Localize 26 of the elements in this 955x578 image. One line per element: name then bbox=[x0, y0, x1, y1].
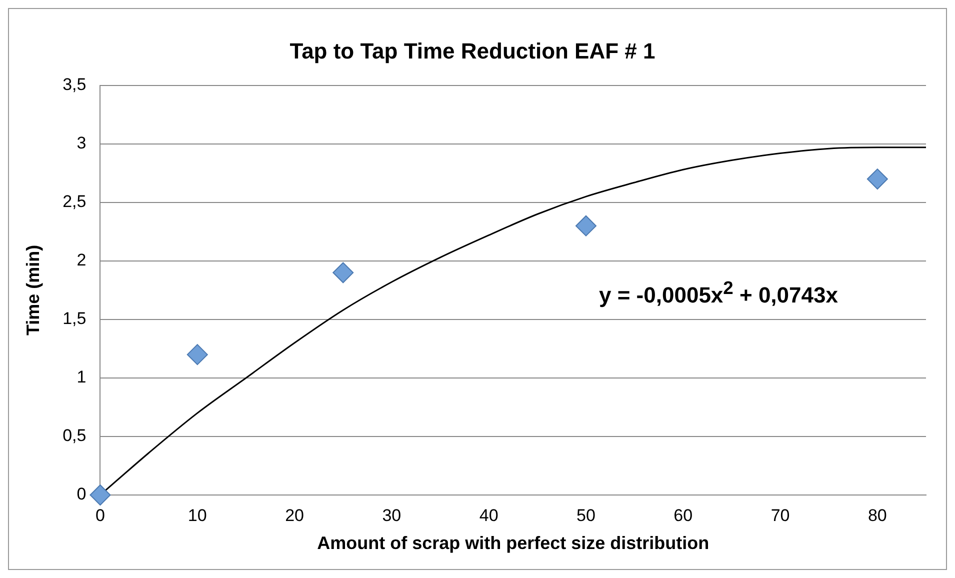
x-tick-label: 50 bbox=[576, 506, 596, 525]
y-tick-label: 0 bbox=[76, 484, 86, 504]
point bbox=[90, 484, 111, 506]
x-tick-label: 80 bbox=[868, 506, 887, 525]
y-tick-label: 1,5 bbox=[62, 309, 86, 328]
y-tick-label: 1 bbox=[76, 368, 86, 387]
y-axis-title: Time (min) bbox=[22, 244, 43, 336]
y-tick-label: 2,5 bbox=[62, 192, 86, 212]
y-tick-label: 3 bbox=[76, 134, 86, 153]
point bbox=[575, 215, 596, 236]
y-tick-label: 2 bbox=[76, 250, 86, 270]
x-tick-label: 30 bbox=[382, 506, 402, 525]
y-tick-label: 0,5 bbox=[62, 426, 86, 446]
x-tick-label: 40 bbox=[479, 506, 498, 525]
point bbox=[332, 262, 354, 284]
x-tick-label: 10 bbox=[188, 506, 207, 525]
x-axis-title: Amount of scrap with perfect size distribution bbox=[317, 533, 710, 554]
chart-title: Tap to Tap Time Reduction EAF # 1 bbox=[290, 38, 656, 64]
x-tick-label: 70 bbox=[770, 506, 790, 525]
annotation: y = -0,0005x$^{2}$ + 0,0743x bbox=[599, 277, 838, 308]
point bbox=[866, 168, 888, 190]
x-tick-label: 20 bbox=[285, 506, 304, 525]
point bbox=[186, 344, 208, 366]
y-tick-label: 3,5 bbox=[62, 75, 86, 94]
x-tick-label: 0 bbox=[96, 506, 105, 525]
x-tick-label: 60 bbox=[674, 506, 693, 525]
